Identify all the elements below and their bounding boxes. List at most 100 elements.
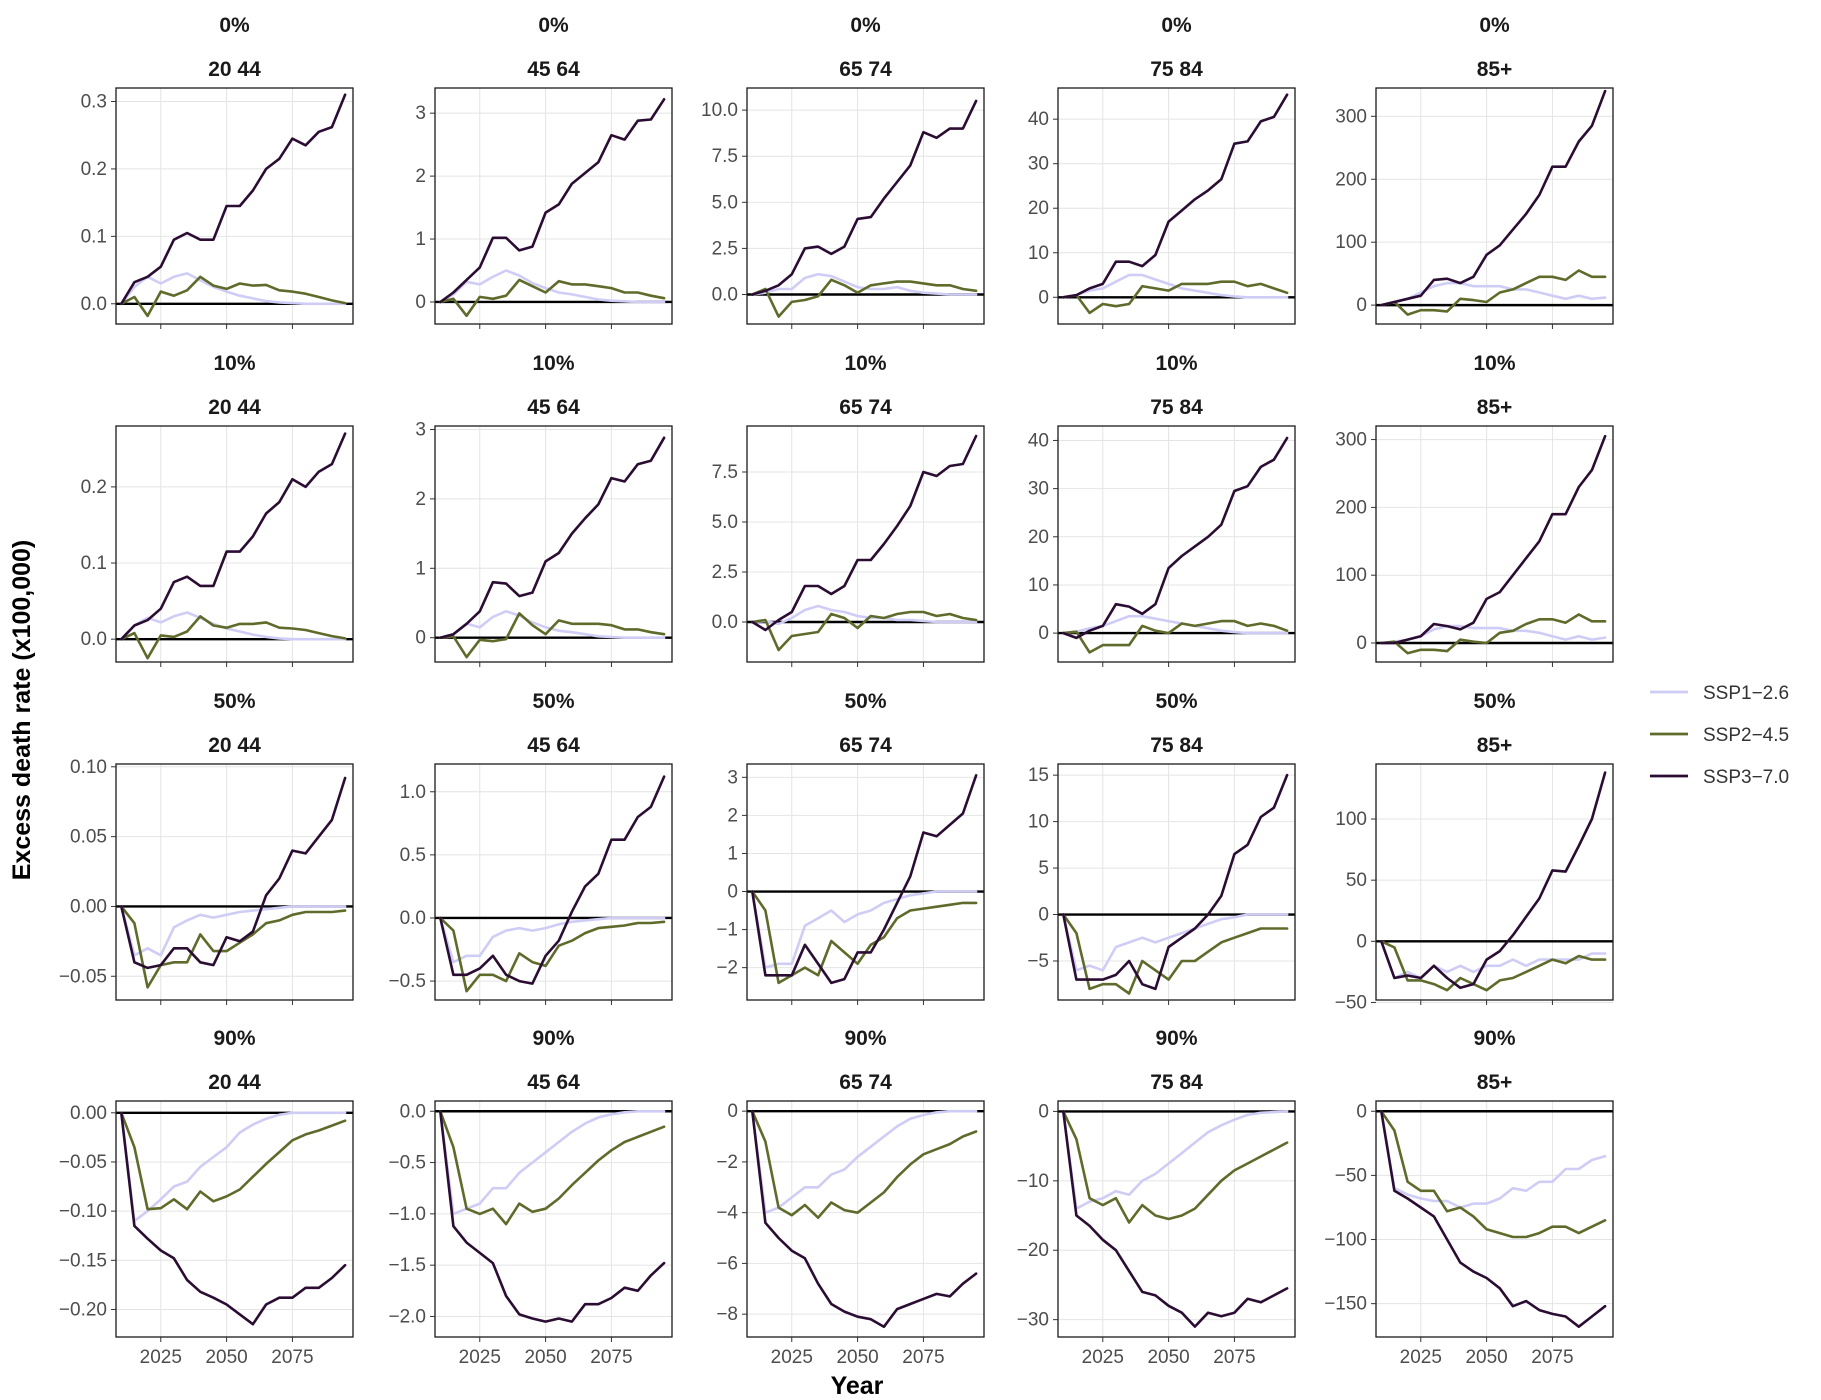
series-line-ssp2-4-5	[1062, 913, 1289, 995]
series-line-ssp1-2-6	[750, 1109, 978, 1214]
legend-label: SSP3−7.0	[1703, 767, 1789, 788]
series-line-ssp3-7-0	[1062, 93, 1289, 299]
series-line-ssp3-7-0	[438, 436, 666, 640]
x-tick-label: 2075	[1213, 1347, 1255, 1368]
y-tick-label: 0	[1356, 633, 1367, 654]
panel-row-label: 10%	[213, 352, 255, 375]
y-tick-label: 1	[415, 229, 426, 250]
series-line-ssp3-7-0	[120, 1111, 347, 1326]
series-line-ssp1-2-6	[750, 890, 978, 969]
x-tick-label: 2050	[205, 1347, 247, 1368]
panel-row-label: 10%	[1155, 352, 1197, 375]
series-line-ssp2-4-5	[1380, 1110, 1607, 1239]
y-tick-label: 40	[1028, 430, 1049, 451]
panel-1-2: 0% 45 64 0 1 2 3	[415, 14, 673, 329]
series-line-ssp2-4-5	[750, 1109, 978, 1219]
y-tick-label: −50	[1335, 1165, 1367, 1186]
series-line-ssp2-4-5	[1062, 619, 1289, 654]
series-line-ssp2-4-5	[750, 890, 978, 985]
panel-frame	[1057, 1100, 1296, 1338]
panel-frame	[115, 1100, 354, 1338]
y-tick-label: 50	[1346, 870, 1367, 891]
y-tick-label: 0.10	[70, 757, 107, 778]
series-line-ssp3-7-0	[750, 774, 978, 985]
panel-frame	[434, 425, 673, 663]
series-line-ssp1-2-6	[120, 272, 347, 306]
panel-age-group: 75 84	[1150, 396, 1203, 419]
series-line-ssp2-4-5	[438, 1110, 666, 1226]
panel-age-group: 85+	[1477, 58, 1513, 81]
panel-frame	[1057, 425, 1296, 663]
panel-row-label: 90%	[532, 1027, 574, 1050]
panel-2-1: 10% 20 44 0.0 0.1 0.2	[81, 352, 354, 667]
legend: SSP1−2.6 SSP2−4.5 SSP3−7.0	[1650, 683, 1789, 788]
y-tick-label: 15	[1028, 765, 1049, 786]
panel-age-group: 65 74	[839, 1071, 892, 1094]
y-tick-label: 0.1	[81, 226, 107, 247]
series-line-ssp3-7-0	[750, 1109, 978, 1329]
y-tick-label: 7.5	[712, 462, 738, 483]
y-tick-label: −50	[1335, 992, 1367, 1013]
series-line-ssp3-7-0	[1380, 771, 1607, 990]
series-line-ssp2-4-5	[120, 905, 347, 989]
panel-3-5: 50% 85+ −50 0 50 100	[1335, 690, 1614, 1013]
panel-frame	[746, 1100, 985, 1338]
y-tick-label: −0.10	[59, 1201, 107, 1222]
panel-frame	[746, 425, 985, 663]
panel-age-group: 85+	[1477, 1071, 1513, 1094]
panel-4-5: 90% 85+ −150 −100 −50 0 2025 2050 2075	[1324, 1027, 1614, 1368]
y-tick-label: 100	[1335, 232, 1367, 253]
y-tick-label: 200	[1335, 169, 1367, 190]
series-line-ssp3-7-0	[438, 1110, 666, 1323]
x-tick-label: 2050	[1147, 1347, 1189, 1368]
panel-row-label: 90%	[844, 1027, 886, 1050]
y-tick-label: −30	[1017, 1310, 1049, 1331]
panels-layer: 0% 20 44 0.0 0.1 0.2 0.3 0% 45 64 0 1 2 3 0% 65 74 0.0…	[59, 14, 1614, 1368]
y-tick-label: 2.5	[712, 562, 738, 583]
y-tick-label: 100	[1335, 809, 1367, 830]
y-tick-label: −4	[716, 1203, 738, 1224]
y-tick-label: 5.0	[712, 192, 738, 213]
y-tick-label: 0	[1356, 1101, 1367, 1122]
x-tick-label: 2075	[902, 1347, 944, 1368]
y-tick-label: −0.15	[59, 1250, 107, 1271]
panel-age-group: 45 64	[527, 1071, 580, 1094]
panel-1-1: 0% 20 44 0.0 0.1 0.2 0.3	[81, 14, 354, 329]
panel-1-3: 0% 65 74 0.0 2.5 5.0 7.5 10.0	[701, 14, 985, 329]
y-tick-label: −0.5	[388, 1153, 426, 1174]
y-tick-label: −0.05	[59, 966, 107, 987]
series-line-ssp2-4-5	[1380, 269, 1607, 316]
y-tick-label: −20	[1017, 1240, 1049, 1261]
series-line-ssp2-4-5	[120, 275, 347, 318]
y-tick-label: 10.0	[701, 100, 738, 121]
panel-row-label: 50%	[844, 690, 886, 713]
series-line-ssp3-7-0	[438, 98, 666, 304]
panel-age-group: 65 74	[839, 58, 892, 81]
panel-row-label: 50%	[1155, 690, 1197, 713]
y-tick-label: 300	[1335, 430, 1367, 451]
series-line-ssp1-2-6	[438, 916, 666, 964]
panel-age-group: 65 74	[839, 734, 892, 757]
y-tick-label: −150	[1324, 1294, 1367, 1315]
series-line-ssp2-4-5	[1062, 1110, 1289, 1224]
y-tick-label: 20	[1028, 527, 1049, 548]
legend-item: SSP1−2.6	[1650, 683, 1789, 704]
panel-1-5: 0% 85+ 0 100 200 300	[1335, 14, 1614, 329]
y-tick-label: 0.3	[81, 91, 107, 112]
panel-row-label: 10%	[532, 352, 574, 375]
panel-row-label: 90%	[1155, 1027, 1197, 1050]
series-line-ssp2-4-5	[120, 614, 347, 660]
panel-2-4: 10% 75 84 0 10 20 30 40	[1028, 352, 1296, 667]
panel-frame	[1375, 763, 1614, 1001]
panel-frame	[115, 763, 354, 1001]
y-tick-label: 5	[1038, 858, 1049, 879]
panel-row-label: 50%	[1473, 690, 1515, 713]
panel-row-label: 10%	[844, 352, 886, 375]
panel-1-4: 0% 75 84 0 10 20 30 40	[1028, 14, 1296, 329]
y-tick-label: 0.0	[712, 285, 738, 306]
y-tick-label: 0	[727, 882, 738, 903]
series-line-ssp3-7-0	[1062, 1110, 1289, 1328]
y-axis-title: Excess death rate (x100,000)	[8, 540, 36, 881]
panel-row-label: 0%	[219, 14, 250, 37]
y-tick-label: 0	[1356, 295, 1367, 316]
